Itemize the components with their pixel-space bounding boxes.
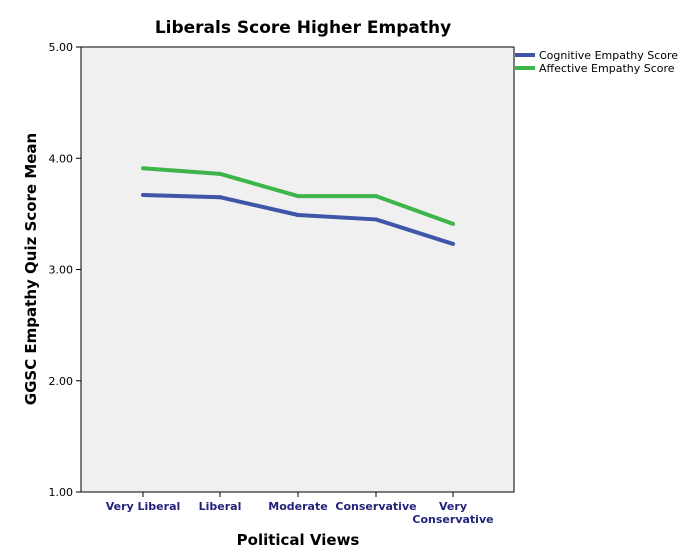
data-point bbox=[218, 195, 222, 200]
data-point bbox=[141, 192, 145, 197]
chart-title: Liberals Score Higher Empathy bbox=[155, 18, 451, 38]
y-axis-label: GGSC Empathy Quiz Score Mean bbox=[22, 133, 40, 405]
y-tick-label: 1.00 bbox=[49, 486, 74, 499]
x-axis-label: Political Views bbox=[237, 531, 360, 549]
data-point bbox=[141, 166, 145, 171]
data-point bbox=[218, 171, 222, 176]
legend-label: Affective Empathy Score bbox=[539, 62, 675, 75]
x-tick-label: Very Conservative bbox=[412, 500, 493, 526]
x-tick-label: Conservative bbox=[335, 500, 416, 513]
x-tick-label: Liberal bbox=[199, 500, 242, 513]
data-point bbox=[296, 212, 300, 217]
data-point bbox=[451, 241, 455, 246]
data-point bbox=[296, 194, 300, 199]
x-tick-label: Very Liberal bbox=[106, 500, 181, 513]
series-lines bbox=[141, 166, 455, 246]
x-tick-label: Moderate bbox=[268, 500, 327, 513]
x-axis: Very Liberal Liberal Moderate Conservative V… bbox=[106, 492, 494, 526]
data-point bbox=[451, 221, 455, 226]
data-point bbox=[374, 194, 378, 199]
y-axis: 1.00 2.00 3.00 4.00 5.00 bbox=[49, 41, 81, 499]
data-point bbox=[374, 217, 378, 222]
y-tick-label: 4.00 bbox=[49, 152, 74, 165]
plot-area bbox=[80, 46, 515, 493]
y-tick-label: 5.00 bbox=[49, 41, 74, 54]
y-tick-label: 3.00 bbox=[49, 264, 74, 277]
y-tick-label: 2.00 bbox=[49, 375, 74, 388]
legend-label: Cognitive Empathy Score bbox=[539, 49, 678, 62]
